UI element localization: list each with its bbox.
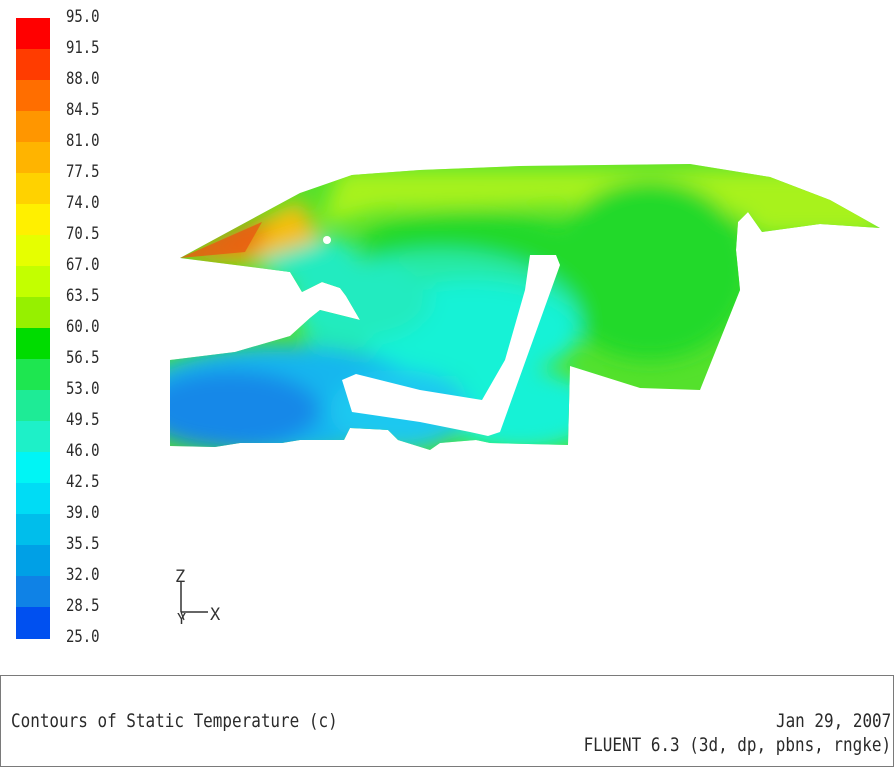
- colormap-band: [16, 80, 50, 112]
- colormap-tick-label: 63.5: [66, 286, 100, 306]
- colormap-band: [16, 545, 50, 577]
- colormap-band: [16, 483, 50, 515]
- colormap-tick-label: 84.5: [66, 100, 100, 120]
- plot-title: Contours of Static Temperature (c): [11, 710, 338, 732]
- axis-x-label: X: [210, 605, 221, 625]
- colormap-band: [16, 49, 50, 81]
- colormap-band: [16, 514, 50, 546]
- colormap-tick-label: 25.0: [66, 627, 100, 647]
- colormap-tick-label: 28.5: [66, 596, 100, 616]
- colormap-tick-label: 56.5: [66, 348, 100, 368]
- colormap-tick-label: 91.5: [66, 38, 100, 58]
- graphics-viewport[interactable]: 95.0 91.5 88.0 84.5 81.0 77.5 74.0 70.5 67.0 63.5…: [0, 0, 896, 660]
- colormap-band: [16, 607, 50, 639]
- title-box: Contours of Static Temperature (c) Jan 2…: [0, 675, 894, 767]
- colormap-band: [16, 390, 50, 422]
- colormap-tick-label: 46.0: [66, 441, 100, 461]
- axis-triad: Z Y X: [175, 567, 221, 628]
- colormap-band: [16, 328, 50, 360]
- colormap-band: [16, 18, 50, 50]
- colormap-band: [16, 235, 50, 267]
- colormap-tick-label: 60.0: [66, 317, 100, 337]
- colormap-tick-label: 42.5: [66, 472, 100, 492]
- colormap-band: [16, 173, 50, 205]
- plot-date: Jan 29, 2007: [775, 710, 891, 732]
- colormap-band: [16, 421, 50, 453]
- colormap-tick-label: 81.0: [66, 131, 100, 151]
- colormap-tick-label: 35.5: [66, 534, 100, 554]
- colormap-tick-label: 70.5: [66, 224, 100, 244]
- axis-y-label: Y: [177, 610, 186, 628]
- colormap-tick-label: 74.0: [66, 193, 100, 213]
- temperature-contour-plot: [170, 164, 880, 450]
- colormap-tick-label: 32.0: [66, 565, 100, 585]
- colormap-tick-label: 39.0: [66, 503, 100, 523]
- colormap-band: [16, 111, 50, 143]
- colormap-band: [16, 576, 50, 608]
- contour-fill: [170, 164, 880, 450]
- colormap-band: [16, 142, 50, 174]
- solver-info: FLUENT 6.3 (3d, dp, pbns, rngke): [583, 734, 891, 756]
- colormap-legend: [16, 18, 50, 639]
- colormap-tick-label: 53.0: [66, 379, 100, 399]
- colormap-tick-label: 49.5: [66, 410, 100, 430]
- colormap-band: [16, 204, 50, 236]
- colormap-tick-label: 77.5: [66, 162, 100, 182]
- small-hole: [323, 236, 331, 244]
- colormap-tick-label: 67.0: [66, 255, 100, 275]
- colormap-band: [16, 359, 50, 391]
- colormap-band: [16, 297, 50, 329]
- colormap-band: [16, 452, 50, 484]
- axis-z-label: Z: [175, 567, 185, 587]
- colormap-tick-label: 88.0: [66, 69, 100, 89]
- colormap-tick-label: 95.0: [66, 7, 100, 27]
- solid-obstruction: [342, 255, 560, 436]
- colormap-band: [16, 266, 50, 298]
